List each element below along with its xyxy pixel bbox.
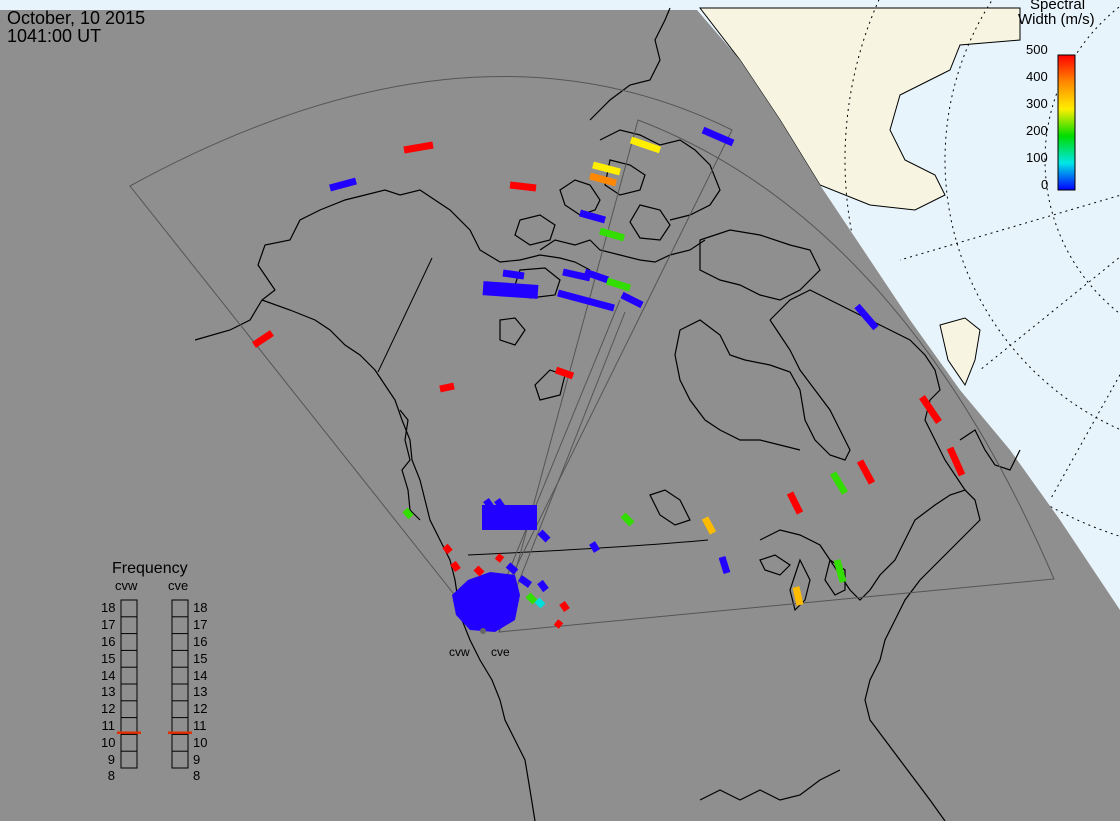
alaska-yukon-border: [377, 257, 433, 373]
colorbar-tick: 100: [1026, 150, 1048, 165]
radar-label-cvw: cvw: [449, 645, 470, 659]
frequency-tick-right: 8: [193, 768, 201, 784]
frequency-tick-left: 9: [107, 751, 115, 767]
nightside-shading: [0, 10, 1120, 821]
frequency-tick-left: 8: [107, 768, 115, 784]
colorbar: [1057, 54, 1076, 191]
date-label: October, 10 2015: [7, 8, 146, 28]
frequency-tick-right: 9: [193, 751, 201, 767]
scatter-near-range: [452, 572, 520, 632]
colorbar-gradient: [1057, 54, 1076, 191]
colorbar-title: Spectral: [1030, 0, 1086, 13]
frequency-tick-left: 17: [101, 617, 116, 633]
frequency-tick-left: 12: [101, 701, 116, 717]
frequency-tick-right: 13: [193, 684, 208, 700]
scatter-cluster: [482, 281, 539, 299]
scatter-data: [252, 126, 966, 634]
radar-site: [480, 628, 486, 634]
frequency-tick-left: 11: [101, 718, 116, 733]
colorbar-tick: 200: [1026, 123, 1048, 138]
frequency-tick-left: 10: [101, 734, 116, 750]
colorbar-units: Width (m/s): [1018, 11, 1095, 28]
colorbar-tick: 0: [1041, 177, 1049, 192]
greenland-day: [698, 7, 1021, 211]
frequency-tick-right: 11: [193, 718, 207, 733]
frequency-radar-left: cvw: [115, 578, 138, 593]
frequency-tick-right: 17: [193, 617, 208, 633]
frequency-indicators: [117, 599, 192, 769]
time-label: 1041:00 UT: [7, 26, 102, 46]
frequency-tick-right: 14: [193, 667, 208, 683]
labrador-day: [939, 317, 981, 387]
frequency-tick-right: 18: [193, 600, 208, 616]
scatter-segments: [252, 126, 966, 629]
frequency-radar-right: cve: [168, 578, 189, 593]
cvw-fov: [129, 76, 733, 633]
latitude-grid: [844, 0, 1120, 537]
frequency-tick-right: 15: [193, 650, 208, 666]
frequency-tick-right: 16: [193, 634, 208, 649]
coastlines: [194, 7, 1021, 821]
colorbar-tick: 500: [1026, 42, 1048, 57]
colorbar-tick: 300: [1026, 96, 1048, 111]
frequency-tick-right: 12: [193, 701, 208, 717]
frequency-tick-left: 18: [101, 600, 116, 616]
us-canada-border: [467, 539, 709, 556]
boundaries: [377, 257, 709, 556]
frequency-tick-left: 16: [101, 634, 116, 649]
frequency-tick-left: 15: [101, 650, 116, 666]
radar-label-cve: cve: [491, 645, 510, 659]
cve-fov: [498, 119, 1055, 633]
frequency-tick-left: 13: [101, 684, 116, 700]
frequency-title: Frequency: [112, 560, 188, 577]
colorbar-tick: 400: [1026, 69, 1048, 84]
frequency-tick-left: 14: [101, 667, 116, 683]
frequency-tick-right: 10: [193, 734, 208, 750]
